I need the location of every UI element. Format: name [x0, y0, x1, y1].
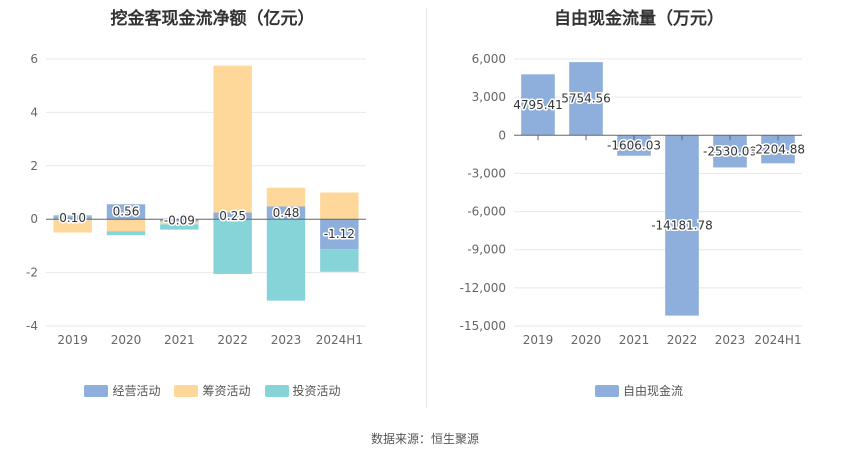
- y-tick-label: -6,000: [467, 205, 506, 219]
- bar: [160, 224, 199, 230]
- y-tick-label: -3,000: [467, 166, 506, 180]
- chart-title: 挖金客现金流净额（亿元）: [110, 9, 315, 29]
- legend-item[interactable]: 自由现金流: [594, 382, 683, 399]
- data-label: -1606.03: [607, 138, 661, 152]
- y-tick-label: 0: [30, 212, 38, 226]
- bar: [106, 219, 146, 232]
- legend-swatch: [84, 384, 109, 397]
- x-tick-label: 2019: [57, 333, 88, 347]
- bar: [160, 219, 199, 222]
- legend-item[interactable]: 经营活动: [84, 382, 160, 399]
- legend-label: 自由现金流: [622, 384, 683, 398]
- legend-swatch: [264, 384, 289, 397]
- x-tick-label: 2022: [217, 333, 248, 347]
- panel-divider: [426, 8, 427, 408]
- bar: [320, 249, 359, 272]
- data-label: 0.25: [219, 209, 246, 223]
- free-cashflow-chart: 6,000 3,000 0 -3,000 -6,000 -9,000 -12,000 -15,…: [460, 52, 807, 347]
- y-tick-label: -12,000: [460, 281, 506, 295]
- y-tick-label: 3,000: [472, 90, 506, 104]
- bar: [320, 219, 359, 250]
- bar: [266, 206, 306, 220]
- data-label: 4795.41: [513, 98, 563, 112]
- bar: [53, 215, 92, 217]
- bar: [213, 212, 252, 220]
- legend-item[interactable]: 筹资活动: [174, 382, 251, 399]
- bar: [569, 62, 603, 136]
- y-tick-label: 2: [30, 159, 38, 173]
- data-label: -2204.88: [751, 142, 805, 156]
- x-tick-label: 2021: [619, 333, 650, 347]
- data-label: -1.12: [324, 227, 355, 241]
- source-note: 数据来源：恒生聚源: [370, 432, 479, 446]
- bar: [266, 219, 306, 301]
- x-tick-label: 2024H1: [754, 333, 801, 347]
- y-tick-label: -4: [26, 319, 38, 333]
- chart-title: 自由现金流量（万元）: [554, 9, 724, 29]
- bar: [713, 135, 747, 168]
- legend-label: 筹资活动: [202, 384, 251, 398]
- x-tick-label: 2020: [111, 333, 142, 347]
- bar: [53, 219, 92, 233]
- x-tick-label: 2020: [571, 333, 602, 347]
- y-tick-label: 4: [30, 105, 38, 119]
- y-tick-label: 6: [30, 52, 38, 66]
- bar: [106, 231, 146, 236]
- legend-label: 经营活动: [112, 384, 161, 398]
- bar: [106, 204, 146, 220]
- right-chart-panel: 自由现金流量（万元） 6,000 3,000 0 -3,000 -6,000 -9,000…: [428, 0, 850, 410]
- legend-item[interactable]: 投资活动: [264, 382, 341, 399]
- left-chart-panel: 挖金客现金流净额（亿元） 6 4 2 0 -2 -4 2019 2020 2021 2022 202…: [0, 0, 425, 410]
- bar: [213, 65, 252, 213]
- bar: [617, 135, 651, 156]
- x-tick-label: 2022: [667, 333, 698, 347]
- bar: [213, 219, 252, 274]
- data-label: 5754.56: [561, 92, 611, 106]
- x-tick-label: 2023: [715, 333, 746, 347]
- data-label: -14181.78: [651, 218, 713, 232]
- bar: [320, 192, 359, 220]
- bar: [521, 74, 555, 136]
- bar: [160, 221, 199, 225]
- bar: [53, 216, 92, 220]
- x-tick-label: 2019: [523, 333, 554, 347]
- data-label: -0.09: [164, 213, 195, 227]
- data-label: -2530.09: [703, 144, 757, 158]
- data-label: 0.56: [113, 205, 140, 219]
- x-tick-label: 2021: [164, 333, 195, 347]
- x-tick-label: 2023: [271, 333, 302, 347]
- data-label: 0.48: [273, 206, 300, 220]
- x-tick-label: 2024H1: [316, 333, 363, 347]
- legend-swatch: [174, 384, 199, 397]
- legend: 自由现金流: [428, 382, 850, 399]
- y-tick-label: -2: [26, 266, 38, 280]
- legend-swatch: [594, 384, 619, 397]
- y-tick-label: 6,000: [472, 52, 506, 66]
- legend-label: 投资活动: [292, 384, 341, 398]
- legend: 经营活动 筹资活动 投资活动: [0, 382, 425, 399]
- y-tick-label: 0: [498, 128, 506, 142]
- bar: [266, 187, 306, 207]
- y-tick-label: -9,000: [467, 243, 506, 257]
- bar: [665, 135, 699, 316]
- cashflow-chart: 6 4 2 0 -2 -4 2019 2020 2021 2022 2023 2024H1 0.10 0.…: [26, 52, 366, 347]
- data-label: 0.10: [59, 211, 86, 225]
- y-tick-label: -15,000: [460, 319, 506, 333]
